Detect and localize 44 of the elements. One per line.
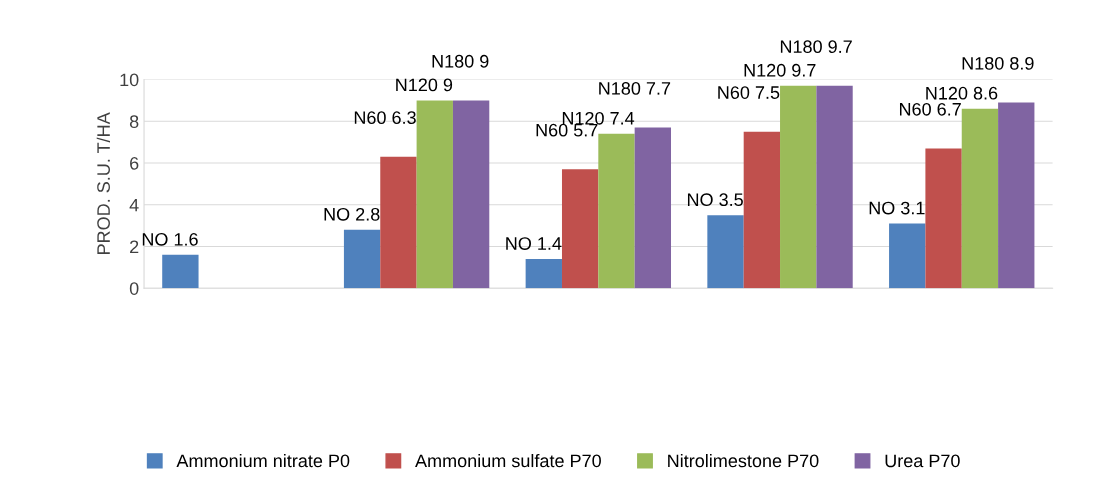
y-tick-label: 2 — [130, 240, 139, 254]
legend-label: Urea P70 — [885, 454, 960, 468]
data-label: N60 6.3 — [354, 111, 416, 125]
data-label: N60 7.5 — [718, 86, 780, 99]
bar — [343, 229, 381, 289]
bar — [925, 148, 962, 289]
y-tick-label: 6 — [130, 156, 139, 170]
bar — [525, 259, 562, 289]
bar — [561, 169, 599, 289]
data-label: N180 8.9 — [962, 56, 1034, 70]
bar — [162, 254, 199, 289]
bar — [416, 100, 453, 289]
bar — [634, 127, 671, 289]
data-label: N120 8.6 — [926, 86, 998, 100]
bar — [380, 156, 417, 289]
data-label: N180 7.7 — [599, 82, 671, 95]
y-tick-label: 8 — [129, 115, 139, 128]
y-tick-label: 0 — [129, 282, 139, 295]
y-tick-label: 4 — [129, 198, 139, 212]
data-label: N120 9 — [396, 78, 453, 92]
legend-label: Nitrolimestone P70 — [668, 453, 819, 468]
data-label: N60 6.7 — [899, 102, 961, 116]
bar — [743, 131, 781, 289]
y-axis-title: PROD. S.U. T/HA — [96, 112, 110, 254]
data-label: NO 1.4 — [506, 237, 562, 250]
bar — [889, 223, 926, 289]
y-tick-label: 10 — [120, 73, 139, 87]
legend-label: Ammonium sulfate P70 — [415, 453, 601, 468]
data-label: N180 9 — [432, 54, 489, 68]
bar — [452, 100, 490, 289]
data-label: N120 9.7 — [744, 63, 816, 77]
data-label: N120 7.4 — [562, 111, 635, 125]
bar — [961, 108, 999, 289]
data-label: NO 3.1 — [869, 201, 925, 215]
bar — [816, 85, 853, 289]
bar — [598, 133, 635, 289]
data-label: NO 1.6 — [142, 232, 198, 246]
data-label: NO 3.5 — [687, 193, 743, 207]
bar — [998, 102, 1035, 289]
data-label: N180 9.7 — [780, 40, 852, 54]
data-label: NO 2.8 — [324, 207, 380, 221]
legend-label: Ammonium nitrate P0 — [176, 453, 350, 468]
bar — [780, 85, 817, 289]
bar — [707, 215, 744, 289]
